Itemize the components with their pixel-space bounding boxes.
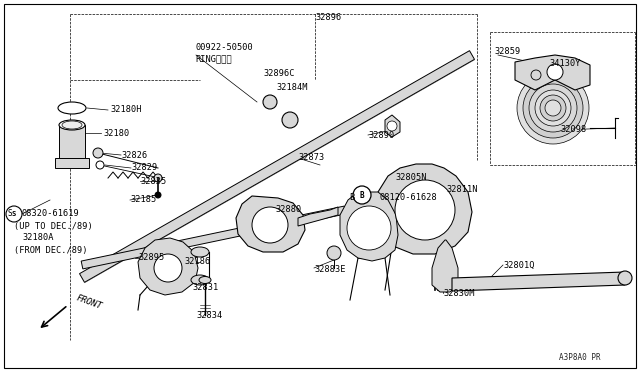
Circle shape bbox=[540, 95, 566, 121]
Text: 32834: 32834 bbox=[196, 311, 222, 321]
Ellipse shape bbox=[199, 276, 211, 283]
Text: 08120-61628: 08120-61628 bbox=[380, 192, 438, 202]
Ellipse shape bbox=[62, 121, 82, 129]
Circle shape bbox=[531, 70, 541, 80]
Circle shape bbox=[353, 186, 371, 204]
Text: RINGリング: RINGリング bbox=[195, 55, 232, 64]
Circle shape bbox=[347, 206, 391, 250]
Text: 32180A: 32180A bbox=[22, 234, 54, 243]
Polygon shape bbox=[59, 125, 85, 158]
Text: (UP TO DEC./89): (UP TO DEC./89) bbox=[14, 221, 93, 231]
Text: 32826: 32826 bbox=[121, 151, 147, 160]
Polygon shape bbox=[236, 196, 305, 252]
Ellipse shape bbox=[618, 271, 632, 285]
Text: 32098: 32098 bbox=[560, 125, 586, 135]
Text: B: B bbox=[360, 190, 364, 199]
Polygon shape bbox=[385, 115, 400, 137]
Text: 32831: 32831 bbox=[192, 283, 218, 292]
Polygon shape bbox=[340, 192, 398, 261]
Text: FRONT: FRONT bbox=[75, 293, 103, 311]
Text: 32185: 32185 bbox=[130, 196, 156, 205]
Circle shape bbox=[93, 148, 103, 158]
Text: 32184M: 32184M bbox=[276, 83, 307, 93]
Circle shape bbox=[395, 180, 455, 240]
Circle shape bbox=[263, 95, 277, 109]
Circle shape bbox=[529, 84, 577, 132]
Polygon shape bbox=[452, 272, 625, 291]
Circle shape bbox=[154, 174, 162, 182]
Polygon shape bbox=[375, 164, 472, 254]
Text: 32896: 32896 bbox=[315, 13, 341, 22]
Ellipse shape bbox=[191, 247, 209, 257]
Circle shape bbox=[96, 161, 104, 169]
Polygon shape bbox=[515, 55, 590, 90]
Circle shape bbox=[6, 206, 22, 222]
Text: 32883E: 32883E bbox=[314, 266, 346, 275]
Text: 32896C: 32896C bbox=[263, 68, 294, 77]
Circle shape bbox=[535, 90, 571, 126]
Polygon shape bbox=[298, 207, 338, 226]
Circle shape bbox=[154, 254, 182, 282]
Circle shape bbox=[523, 78, 583, 138]
Polygon shape bbox=[79, 51, 474, 282]
Ellipse shape bbox=[191, 275, 209, 285]
Text: S: S bbox=[12, 211, 16, 217]
Text: A3P8A0 PR: A3P8A0 PR bbox=[559, 353, 601, 362]
Text: 32880: 32880 bbox=[275, 205, 301, 215]
Text: 34130Y: 34130Y bbox=[549, 58, 580, 67]
Text: 32829: 32829 bbox=[131, 164, 157, 173]
Circle shape bbox=[252, 207, 288, 243]
Circle shape bbox=[517, 72, 589, 144]
Circle shape bbox=[545, 100, 561, 116]
Ellipse shape bbox=[58, 102, 86, 114]
Polygon shape bbox=[81, 206, 346, 269]
Polygon shape bbox=[55, 158, 89, 168]
Text: 32180H: 32180H bbox=[110, 106, 141, 115]
Text: (FROM DEC./89): (FROM DEC./89) bbox=[14, 246, 88, 254]
Text: 32873: 32873 bbox=[298, 154, 324, 163]
Text: B: B bbox=[349, 192, 355, 202]
Ellipse shape bbox=[59, 120, 85, 130]
Circle shape bbox=[155, 192, 161, 198]
Text: 32890: 32890 bbox=[368, 131, 394, 140]
Text: 32186: 32186 bbox=[184, 257, 211, 266]
Text: 08320-61619: 08320-61619 bbox=[22, 209, 80, 218]
Text: 00922-50500: 00922-50500 bbox=[195, 44, 253, 52]
Polygon shape bbox=[138, 238, 198, 295]
Polygon shape bbox=[432, 240, 458, 292]
Circle shape bbox=[282, 112, 298, 128]
Circle shape bbox=[327, 246, 341, 260]
Text: 32830M: 32830M bbox=[443, 289, 474, 298]
Text: 32835: 32835 bbox=[140, 176, 166, 186]
Text: 32895: 32895 bbox=[138, 253, 164, 263]
Circle shape bbox=[547, 64, 563, 80]
Text: S: S bbox=[8, 209, 13, 218]
Text: 32805N: 32805N bbox=[395, 173, 426, 183]
Circle shape bbox=[387, 121, 397, 131]
Text: 32811N: 32811N bbox=[446, 186, 477, 195]
Text: 32801Q: 32801Q bbox=[503, 260, 534, 269]
Text: 32859: 32859 bbox=[494, 48, 520, 57]
Text: 32180: 32180 bbox=[103, 128, 129, 138]
